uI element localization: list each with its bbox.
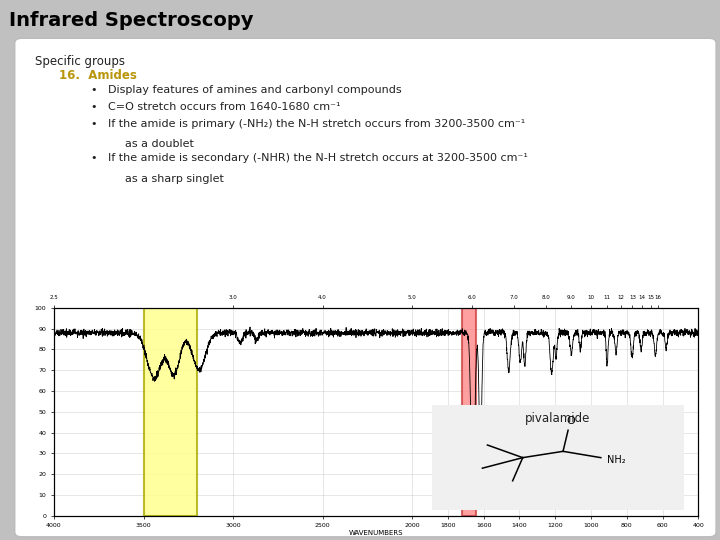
Text: Infrared Spectroscopy: Infrared Spectroscopy [9,11,253,30]
Bar [462,308,477,516]
Text: pivalamide: pivalamide [526,413,590,426]
Text: •: • [91,102,97,112]
Text: NH₂: NH₂ [607,455,626,465]
Text: C=O stretch occurs from 1640-1680 cm⁻¹: C=O stretch occurs from 1640-1680 cm⁻¹ [107,102,340,112]
Text: If the amide is secondary (-NHR) the N-H stretch occurs at 3200-3500 cm⁻¹: If the amide is secondary (-NHR) the N-H… [107,153,528,163]
Text: Specific groups: Specific groups [35,56,125,69]
FancyBboxPatch shape [422,401,694,515]
Text: •: • [91,85,97,94]
Text: If the amide is primary (-NH₂) the N-H stretch occurs from 3200-3500 cm⁻¹: If the amide is primary (-NH₂) the N-H s… [107,119,525,129]
X-axis label: WAVENUMBERS: WAVENUMBERS [349,530,403,536]
Text: Display features of amines and carbonyl compounds: Display features of amines and carbonyl … [107,85,401,94]
Text: 16.  Amides: 16. Amides [60,69,138,82]
Text: •: • [91,153,97,163]
FancyBboxPatch shape [14,38,716,537]
Text: as a sharp singlet: as a sharp singlet [125,174,224,184]
Text: O: O [566,416,575,426]
Text: as a doublet: as a doublet [125,139,194,150]
Bar [143,308,197,516]
Text: •: • [91,119,97,129]
